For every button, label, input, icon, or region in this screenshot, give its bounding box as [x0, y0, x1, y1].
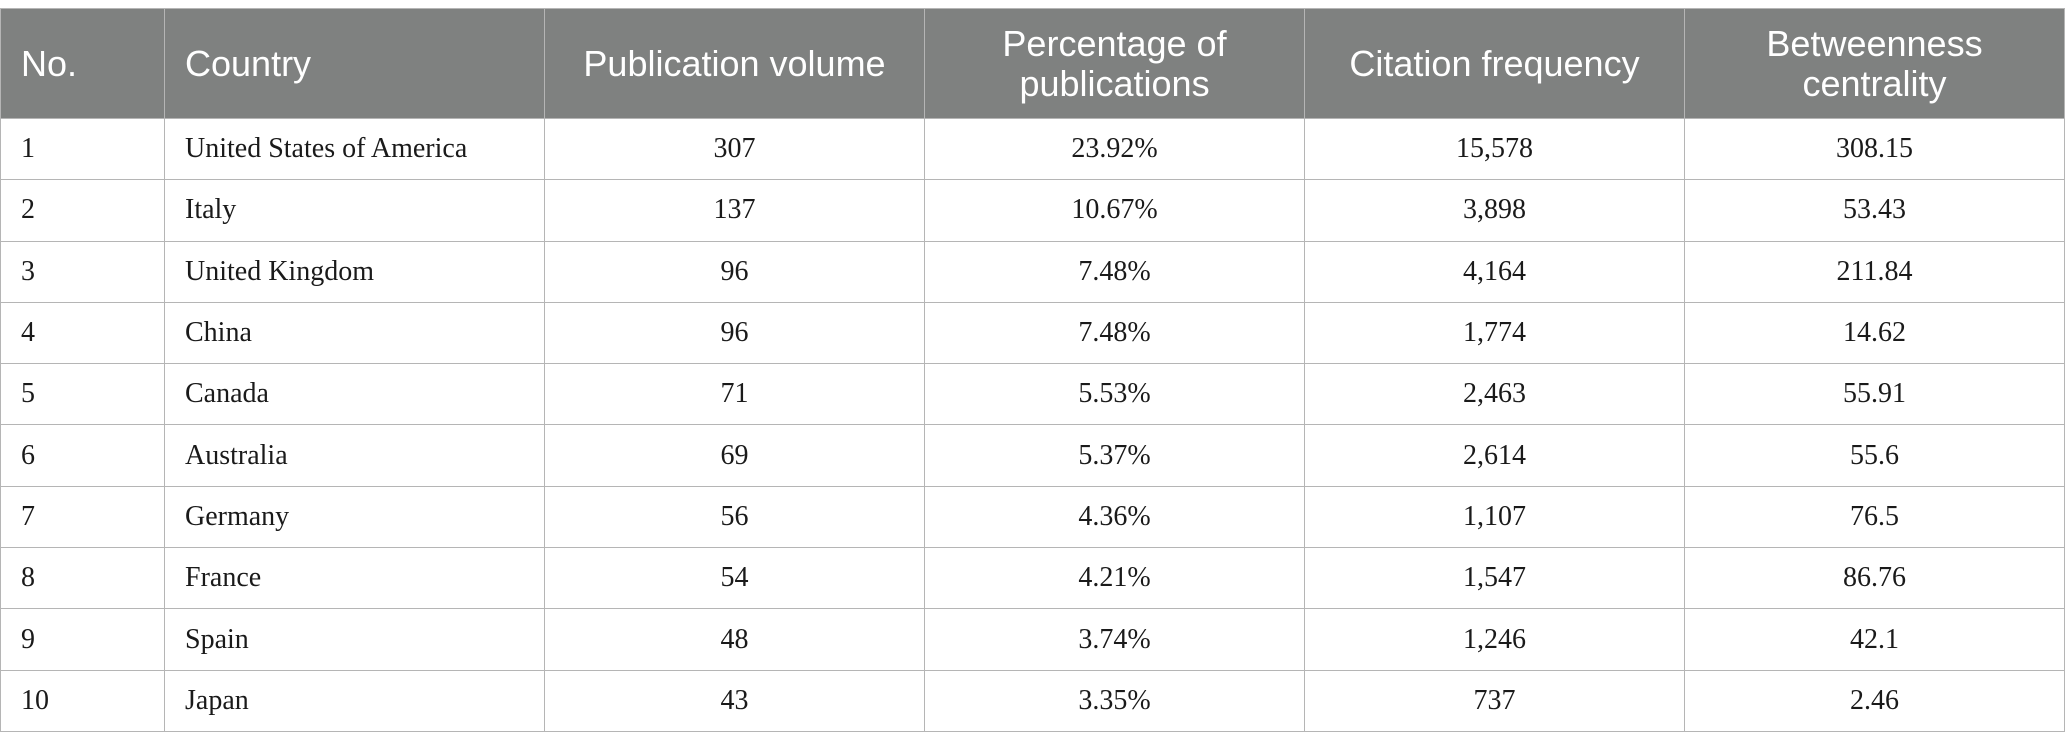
cell-percentage: 3.35%: [924, 669, 1305, 732]
cell-publication-volume: 56: [544, 485, 925, 549]
table-header: No. Country Publication volume Percentag…: [0, 8, 2065, 119]
cell-no: 10: [0, 669, 165, 732]
cell-citation-frequency: 1,107: [1304, 485, 1685, 549]
cell-betweenness-centrality: 86.76: [1684, 547, 2065, 610]
header-no: No.: [0, 8, 165, 119]
cell-citation-frequency: 737: [1304, 669, 1685, 732]
cell-percentage: 10.67%: [924, 179, 1305, 242]
cell-no: 6: [0, 424, 165, 487]
cell-betweenness-centrality: 308.15: [1684, 117, 2065, 181]
cell-citation-frequency: 1,246: [1304, 608, 1685, 671]
header-country: Country: [164, 8, 545, 119]
cell-percentage: 23.92%: [924, 117, 1305, 181]
cell-no: 1: [0, 117, 165, 181]
cell-betweenness-centrality: 55.91: [1684, 363, 2065, 426]
table-row: 8 France 54 4.21% 1,547 86.76: [0, 547, 2065, 610]
cell-betweenness-centrality: 211.84: [1684, 240, 2065, 303]
cell-percentage: 3.74%: [924, 608, 1305, 671]
cell-publication-volume: 54: [544, 547, 925, 610]
table-row: 7 Germany 56 4.36% 1,107 76.5: [0, 485, 2065, 549]
table-row: 2 Italy 137 10.67% 3,898 53.43: [0, 179, 2065, 242]
table-row: 3 United Kingdom 96 7.48% 4,164 211.84: [0, 240, 2065, 303]
cell-publication-volume: 69: [544, 424, 925, 487]
cell-country: Germany: [164, 485, 545, 549]
header-row: No. Country Publication volume Percentag…: [0, 8, 2065, 119]
table-row: 6 Australia 69 5.37% 2,614 55.6: [0, 424, 2065, 487]
cell-country: Australia: [164, 424, 545, 487]
cell-percentage: 5.37%: [924, 424, 1305, 487]
cell-publication-volume: 96: [544, 301, 925, 365]
cell-betweenness-centrality: 55.6: [1684, 424, 2065, 487]
cell-percentage: 5.53%: [924, 363, 1305, 426]
cell-publication-volume: 48: [544, 608, 925, 671]
cell-betweenness-centrality: 76.5: [1684, 485, 2065, 549]
table-row: 10 Japan 43 3.35% 737 2.46: [0, 669, 2065, 732]
cell-citation-frequency: 4,164: [1304, 240, 1685, 303]
cell-no: 5: [0, 363, 165, 426]
data-table-container: No. Country Publication volume Percentag…: [0, 8, 2065, 732]
cell-no: 8: [0, 547, 165, 610]
cell-citation-frequency: 1,774: [1304, 301, 1685, 365]
cell-publication-volume: 43: [544, 669, 925, 732]
cell-publication-volume: 71: [544, 363, 925, 426]
cell-citation-frequency: 2,614: [1304, 424, 1685, 487]
cell-no: 9: [0, 608, 165, 671]
cell-country: Canada: [164, 363, 545, 426]
cell-country: United Kingdom: [164, 240, 545, 303]
cell-percentage: 7.48%: [924, 301, 1305, 365]
cell-country: China: [164, 301, 545, 365]
table-row: 1 United States of America 307 23.92% 15,578…: [0, 117, 2065, 181]
table-row: 5 Canada 71 5.53% 2,463 55.91: [0, 363, 2065, 426]
cell-no: 7: [0, 485, 165, 549]
cell-percentage: 7.48%: [924, 240, 1305, 303]
cell-country: Italy: [164, 179, 545, 242]
table-row: 4 China 96 7.48% 1,774 14.62: [0, 301, 2065, 365]
header-publication-volume: Publication volume: [544, 8, 925, 119]
cell-publication-volume: 307: [544, 117, 925, 181]
cell-citation-frequency: 2,463: [1304, 363, 1685, 426]
header-citation-frequency: Citation frequency: [1304, 8, 1685, 119]
cell-country: United States of America: [164, 117, 545, 181]
cell-citation-frequency: 1,547: [1304, 547, 1685, 610]
cell-betweenness-centrality: 42.1: [1684, 608, 2065, 671]
cell-country: Japan: [164, 669, 545, 732]
cell-betweenness-centrality: 2.46: [1684, 669, 2065, 732]
country-publications-table: No. Country Publication volume Percentag…: [0, 8, 2065, 732]
cell-no: 2: [0, 179, 165, 242]
header-percentage-of-publications: Percentage of publications: [924, 8, 1305, 119]
cell-percentage: 4.36%: [924, 485, 1305, 549]
header-betweenness-centrality: Betweenness centrality: [1684, 8, 2065, 119]
cell-publication-volume: 96: [544, 240, 925, 303]
cell-citation-frequency: 3,898: [1304, 179, 1685, 242]
cell-publication-volume: 137: [544, 179, 925, 242]
table-row: 9 Spain 48 3.74% 1,246 42.1: [0, 608, 2065, 671]
cell-percentage: 4.21%: [924, 547, 1305, 610]
cell-country: France: [164, 547, 545, 610]
cell-country: Spain: [164, 608, 545, 671]
cell-citation-frequency: 15,578: [1304, 117, 1685, 181]
table-body: 1 United States of America 307 23.92% 15,578…: [0, 117, 2065, 732]
cell-no: 4: [0, 301, 165, 365]
cell-no: 3: [0, 240, 165, 303]
cell-betweenness-centrality: 53.43: [1684, 179, 2065, 242]
cell-betweenness-centrality: 14.62: [1684, 301, 2065, 365]
